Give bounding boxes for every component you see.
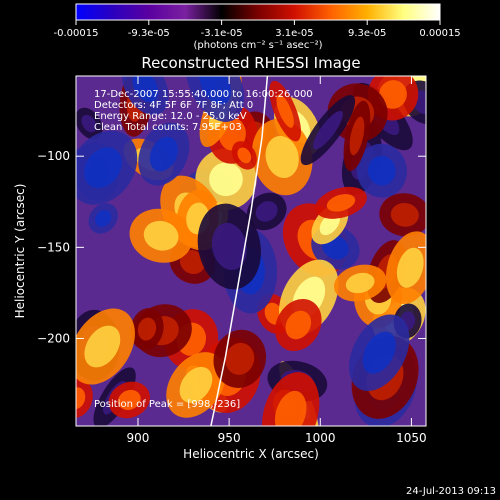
peak-position-label: Position of Peak = [998,-236]: [94, 399, 240, 410]
y-tick-label: −150: [37, 240, 70, 254]
emission-blob-core: [265, 135, 299, 179]
colorbar-tick-label: 0.00015: [419, 28, 460, 39]
x-tick-label: 1050: [396, 431, 427, 445]
emission-blob-core: [237, 147, 252, 164]
colorbar-units-label: (photons cm⁻² s⁻¹ asec⁻²): [193, 40, 322, 51]
emission-blob-core: [179, 250, 205, 275]
emission-blob-core: [276, 94, 294, 128]
colorbar-tick-label: 3.1e-05: [275, 28, 313, 39]
colorbar-tick-label: 9.3e-05: [348, 28, 386, 39]
emission-blobs: [76, 76, 426, 426]
emission-blob-core: [199, 76, 231, 105]
y-tick-label: −100: [37, 149, 70, 163]
emission-blob-core: [362, 331, 396, 374]
x-axis-label: Heliocentric X (arcsec): [183, 447, 319, 461]
emission-blob-core: [285, 310, 312, 340]
chart-title: Reconstructed RHESSI Image: [141, 54, 360, 72]
emission-blob-core: [274, 390, 307, 426]
emission-blob-core: [255, 201, 278, 222]
x-tick-label: 1000: [305, 431, 336, 445]
emission-blob-core: [378, 80, 407, 109]
emission-blob-core: [396, 247, 424, 288]
annotation-energy-range: Energy Range: 12.0 - 25.0 keV: [94, 111, 247, 122]
colorbar-tick-label: -0.00015: [54, 28, 99, 39]
x-tick-label: 900: [127, 431, 150, 445]
solar-limb-curve: [210, 76, 269, 426]
annotation-time-range: 17-Dec-2007 15:55:40.000 to 16:00:26.000: [94, 89, 313, 100]
emission-blob-core: [137, 317, 157, 341]
emission-blob-core: [95, 210, 112, 227]
emission-blob-core: [326, 194, 356, 212]
emission-blob-core: [367, 155, 396, 186]
emission-blob-core: [225, 342, 255, 375]
plot-frame: [75, 75, 427, 427]
emission-blob-core: [84, 147, 122, 189]
emission-blob-core: [81, 114, 97, 133]
emission-blob-core: [312, 110, 343, 150]
emission-blob-core: [132, 76, 159, 103]
image-area: [76, 76, 426, 426]
emission-blob-core: [390, 202, 419, 227]
colorbar-tick-label: -3.1e-05: [201, 28, 243, 39]
y-axis-label: Heliocentric Y (arcsec): [13, 184, 27, 319]
colorbar-ticks: -0.00015 -9.3e-05 -3.1e-05 3.1e-05 9.3e-05 0.…: [54, 20, 461, 39]
emission-blob-core: [179, 366, 213, 403]
y-axis-ticks: −100 −150 −200: [37, 149, 426, 346]
emission-blob-core: [211, 222, 247, 271]
emission-blob-core: [149, 136, 178, 172]
y-tick-label: −200: [37, 332, 70, 346]
annotation-block: 17-Dec-2007 15:55:40.000 to 16:00:26.000…: [94, 89, 313, 133]
emission-blob-core: [209, 162, 243, 197]
emission-blob-core: [345, 272, 375, 294]
annotation-detectors: Detectors: 4F 5F 6F 7F 8F; Att 0: [94, 100, 253, 111]
emission-blob-core: [117, 389, 141, 410]
x-axis-ticks: 900 950 1000 1050: [127, 76, 427, 445]
footer-timestamp: 24-Jul-2013 09:13: [406, 486, 496, 497]
emission-blob-core: [84, 325, 121, 368]
emission-blob-core: [143, 220, 179, 251]
emission-blob-core: [349, 116, 365, 156]
colorbar: [75, 3, 441, 21]
x-tick-label: 950: [218, 431, 241, 445]
colorbar-tick-label: -9.3e-05: [128, 28, 170, 39]
annotation-total-counts: Clean Total counts: 7.95E+03: [94, 122, 242, 133]
